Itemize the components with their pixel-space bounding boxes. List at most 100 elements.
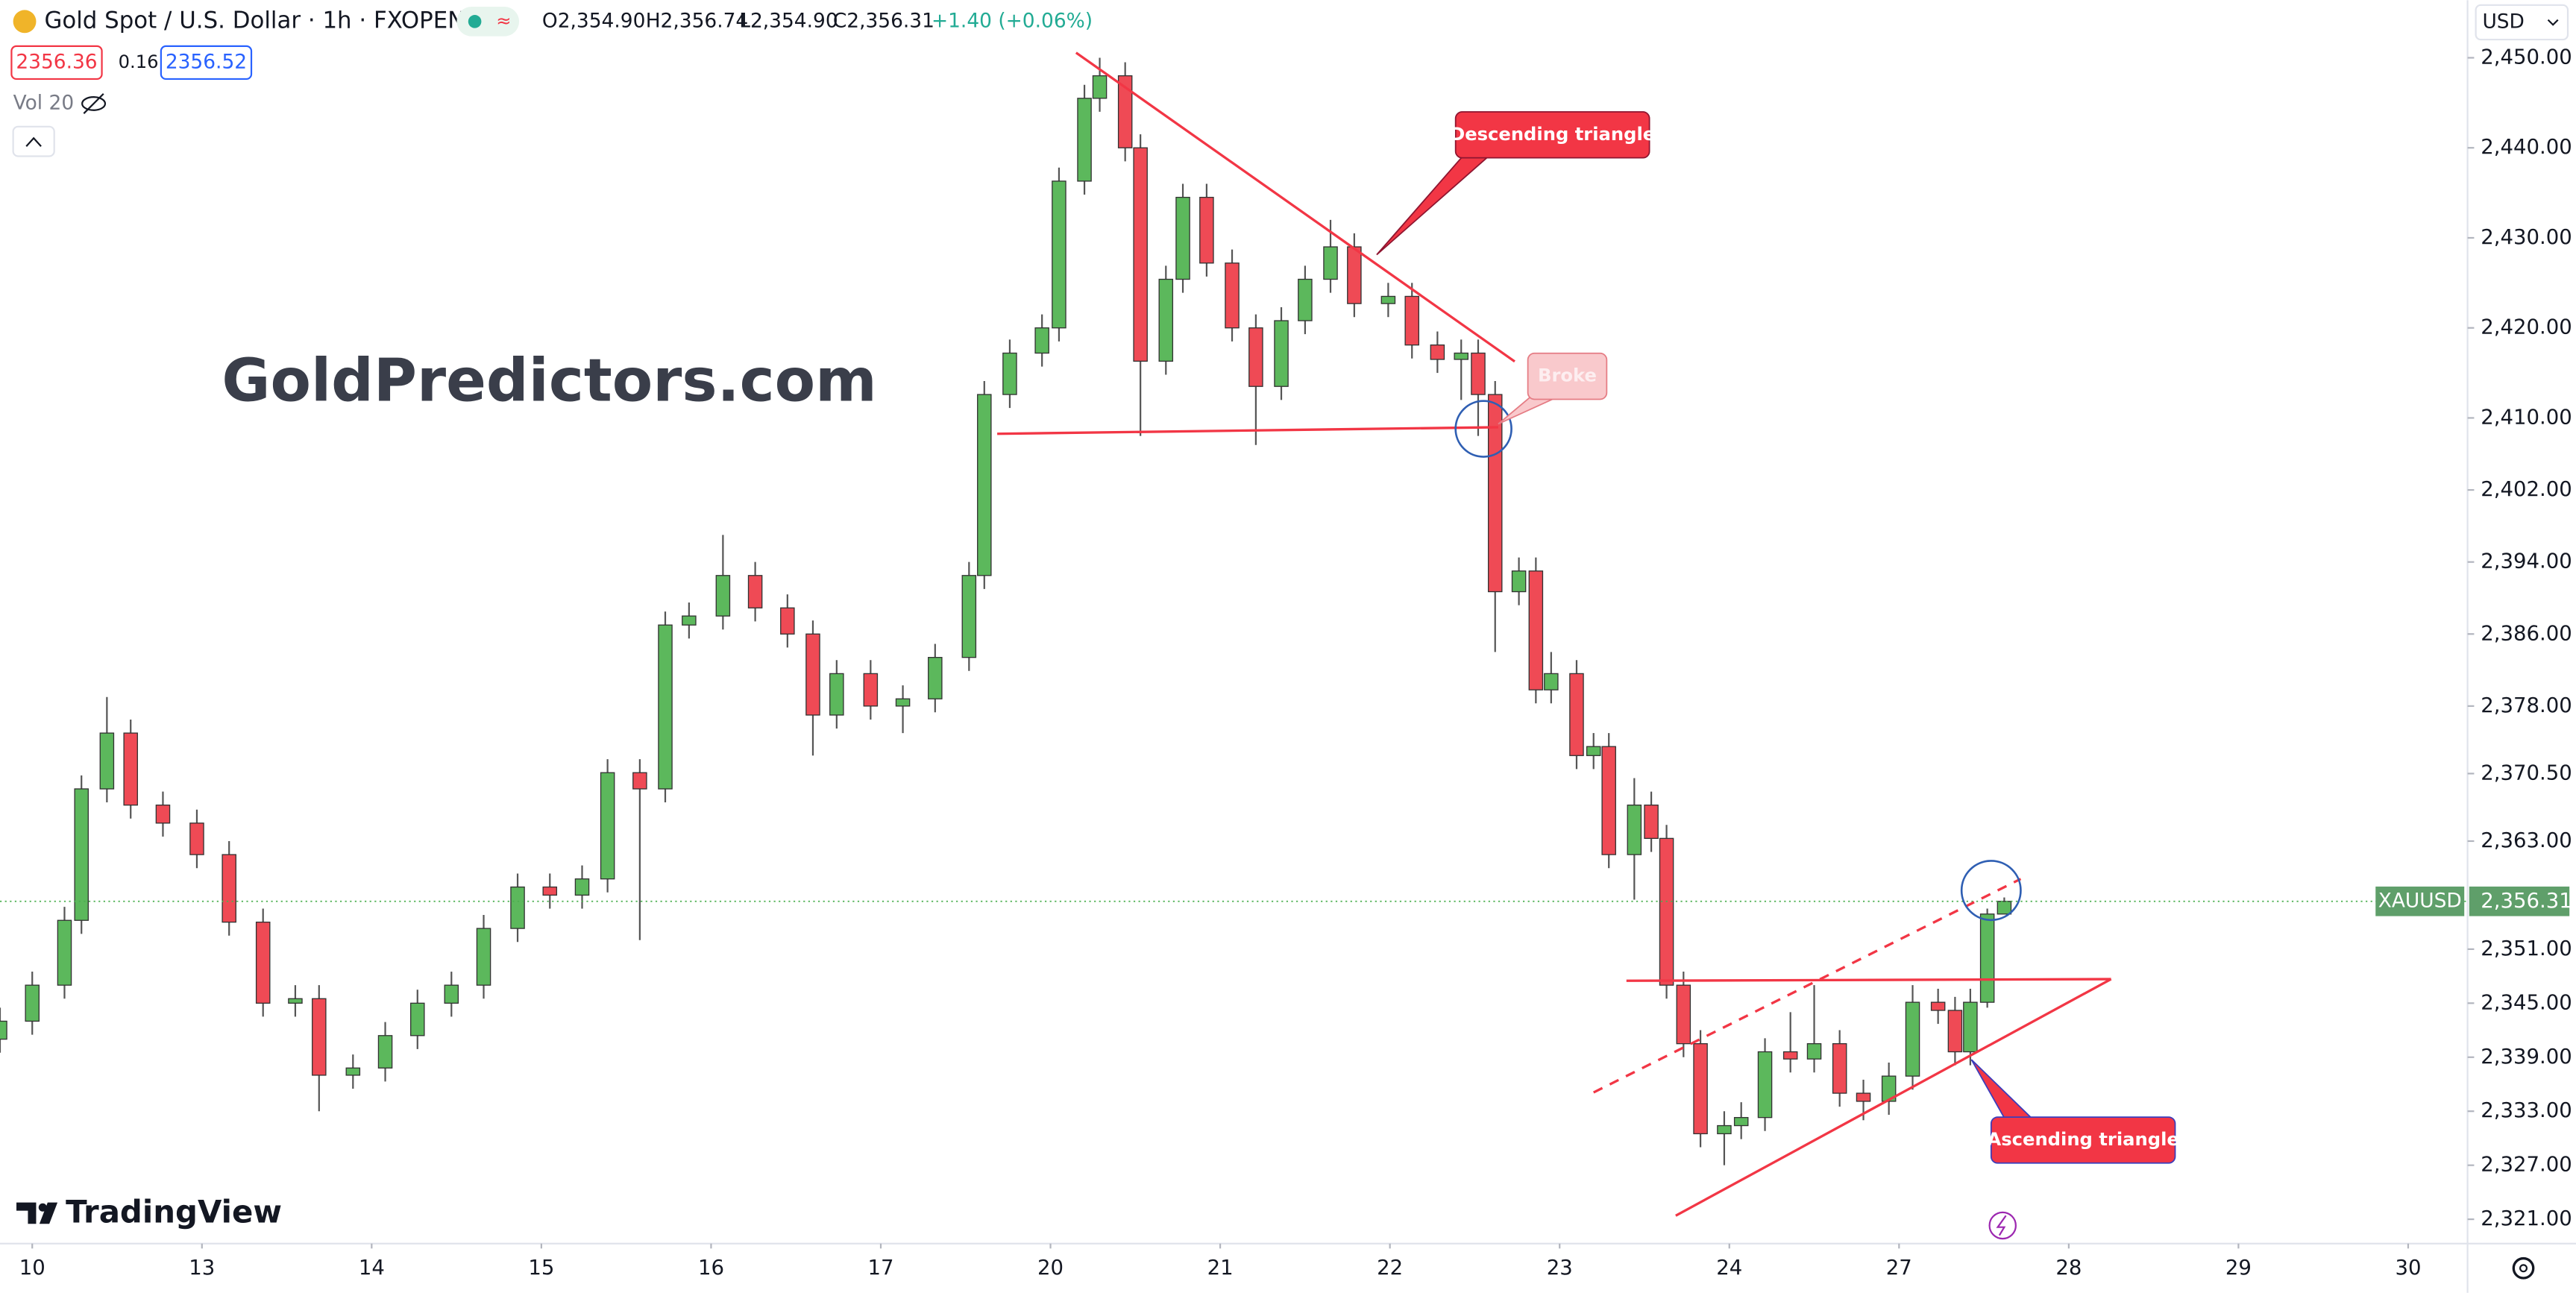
candle-body xyxy=(222,854,236,923)
candle-body xyxy=(1133,147,1148,362)
candle-body xyxy=(1930,1001,1946,1011)
collapse-button[interactable] xyxy=(12,125,55,157)
candle-body xyxy=(1569,673,1584,756)
bid-box[interactable] xyxy=(10,45,103,81)
settings-icon-center xyxy=(2519,1264,2528,1273)
candle-body xyxy=(1511,570,1527,593)
candle-body xyxy=(1832,1042,1847,1094)
spread: 0.16 xyxy=(119,51,159,72)
candle-body xyxy=(25,984,40,1022)
trend-line xyxy=(1075,51,1515,363)
candle-body xyxy=(1997,901,2012,915)
candle-body xyxy=(1905,1001,1920,1077)
currency-button[interactable] xyxy=(2475,4,2569,41)
trend-line xyxy=(1626,978,2111,982)
y-tick-label: 2,420.00 xyxy=(2481,315,2572,339)
x-tick-label: 29 xyxy=(2225,1256,2252,1280)
x-tick-label: 24 xyxy=(1716,1256,1742,1280)
trend-line xyxy=(997,426,1498,435)
y-tick-label: 2,333.00 xyxy=(2481,1098,2572,1122)
candle-body xyxy=(0,1020,7,1040)
candle-body xyxy=(1034,327,1049,354)
candle-body xyxy=(1077,98,1092,182)
candle-body xyxy=(1092,75,1108,99)
candle-body xyxy=(1404,295,1420,346)
ask-price: 2356.52 xyxy=(166,50,247,73)
y-tick-label: 2,394.00 xyxy=(2481,550,2572,573)
y-tick-label: 2,402.00 xyxy=(2481,477,2572,501)
candle-body xyxy=(1347,246,1362,304)
candle-body xyxy=(1757,1051,1773,1119)
status-pill[interactable] xyxy=(456,7,520,37)
candle-body xyxy=(444,984,459,1004)
candle-body xyxy=(1158,278,1174,362)
candle-body xyxy=(1248,327,1263,387)
candle-body xyxy=(961,575,977,658)
candle-body xyxy=(1676,984,1691,1045)
y-tick-label: 2,378.00 xyxy=(2481,693,2572,717)
hide-icon[interactable] xyxy=(81,92,107,114)
x-tick-label: 28 xyxy=(2055,1256,2082,1280)
bid-price: 2356.36 xyxy=(16,50,97,73)
last-price-box xyxy=(2469,886,2570,916)
candle-body xyxy=(1225,262,1240,329)
y-tick-label: 2,450.00 xyxy=(2481,45,2572,69)
callout-box xyxy=(1527,352,1608,400)
callout-box xyxy=(1454,111,1650,159)
trend-line xyxy=(1675,978,2112,1217)
x-tick-label: 20 xyxy=(1037,1256,1064,1280)
candle-body xyxy=(895,698,911,707)
candle-body xyxy=(1717,1124,1732,1135)
candle-body xyxy=(658,624,673,790)
ask-box[interactable] xyxy=(160,45,253,81)
event-icon[interactable] xyxy=(1988,1211,2017,1240)
candle-body xyxy=(1806,1042,1822,1060)
candle-body xyxy=(99,732,115,790)
symbol-icon xyxy=(13,10,37,34)
candle-body xyxy=(1601,746,1616,855)
candle-body xyxy=(312,998,327,1076)
candle-body xyxy=(1963,1001,1978,1053)
x-tick-label: 21 xyxy=(1207,1256,1234,1280)
candle-body xyxy=(1199,196,1214,264)
candle-body xyxy=(155,805,171,824)
candle-body xyxy=(1117,75,1133,148)
ohlc-value: O2,354.90 xyxy=(542,9,645,32)
candle-body xyxy=(1881,1075,1897,1102)
y-tick-label: 2,386.00 xyxy=(2481,621,2572,645)
candle-body xyxy=(780,607,795,635)
collapse-icon xyxy=(25,136,42,147)
candle-body xyxy=(715,575,731,617)
callout-label: Broke xyxy=(1538,365,1597,386)
candle-body xyxy=(805,633,820,716)
candle-body xyxy=(1979,913,1995,1003)
candle-body xyxy=(74,788,89,921)
ohlc-value: +1.40 (+0.06%) xyxy=(932,9,1093,32)
candle-body xyxy=(1430,344,1445,360)
candle-body xyxy=(1528,570,1544,690)
candle-body xyxy=(977,394,992,576)
highlight-circle xyxy=(1960,860,2022,922)
watermark: GoldPredictors.com xyxy=(222,346,876,415)
candle-body xyxy=(574,878,590,896)
x-tick-label: 22 xyxy=(1377,1256,1403,1280)
y-tick-label: 2,370.50 xyxy=(2481,761,2572,784)
y-tick-label: 2,345.00 xyxy=(2481,990,2572,1014)
candle-body xyxy=(542,886,558,896)
chart-title: Gold Spot / U.S. Dollar · 1h · FXOPEN xyxy=(44,7,465,34)
ohlc-header: O2,354.90 H2,356.74L2,354.90C2,356.31+1.4… xyxy=(542,9,1093,32)
y-tick-label: 2,410.00 xyxy=(2481,405,2572,429)
y-tick-label: 2,339.00 xyxy=(2481,1045,2572,1069)
ohlc-value: C2,356.31 xyxy=(833,9,934,32)
candle-body xyxy=(476,928,491,986)
symbol-box xyxy=(2375,886,2465,916)
candle-body xyxy=(632,772,647,790)
settings-icon[interactable] xyxy=(2512,1256,2535,1280)
y-tick-label: 2,327.00 xyxy=(2481,1153,2572,1177)
candle-body xyxy=(1586,746,1601,756)
candle-body xyxy=(747,575,763,608)
x-tick-label: 27 xyxy=(1886,1256,1912,1280)
